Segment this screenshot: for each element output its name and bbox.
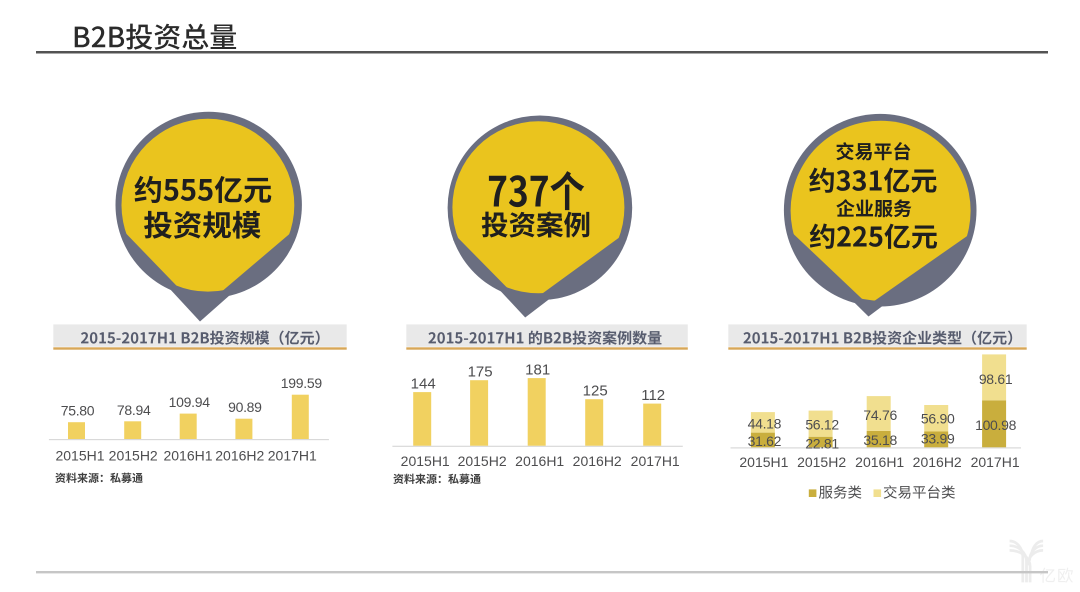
svg-text:2016H2: 2016H2 xyxy=(573,453,622,469)
svg-text:2016H1: 2016H1 xyxy=(515,453,564,469)
svg-text:2017H1: 2017H1 xyxy=(268,448,317,464)
svg-text:22.81: 22.81 xyxy=(805,436,839,452)
svg-text:125: 125 xyxy=(583,383,608,400)
svg-text:2016H2: 2016H2 xyxy=(215,448,264,464)
svg-text:33.99: 33.99 xyxy=(921,431,955,447)
svg-text:199.59: 199.59 xyxy=(281,375,323,391)
svg-text:56.90: 56.90 xyxy=(921,410,955,426)
svg-text:44.18: 44.18 xyxy=(748,415,782,431)
svg-text:2015H2: 2015H2 xyxy=(797,454,846,470)
svg-text:90.89: 90.89 xyxy=(228,399,262,415)
svg-text:2016H2: 2016H2 xyxy=(913,454,962,470)
svg-text:74.76: 74.76 xyxy=(863,407,897,423)
svg-text:2015H1: 2015H1 xyxy=(739,454,788,470)
svg-text:112: 112 xyxy=(641,387,665,404)
svg-text:144: 144 xyxy=(411,376,436,393)
svg-text:109.94: 109.94 xyxy=(169,394,211,410)
svg-text:2017H1: 2017H1 xyxy=(971,454,1020,470)
svg-text:56.12: 56.12 xyxy=(805,416,839,432)
svg-text:31.62: 31.62 xyxy=(748,433,782,449)
svg-text:35.18: 35.18 xyxy=(863,432,897,448)
svg-text:2015H1: 2015H1 xyxy=(401,453,450,469)
svg-text:2015H1: 2015H1 xyxy=(55,448,104,464)
svg-text:181: 181 xyxy=(525,362,550,379)
svg-text:175: 175 xyxy=(468,364,493,381)
svg-text:98.61: 98.61 xyxy=(979,371,1013,387)
svg-text:2016H1: 2016H1 xyxy=(163,448,212,464)
svg-text:78.94: 78.94 xyxy=(117,402,151,418)
svg-text:100.98: 100.98 xyxy=(975,417,1017,433)
svg-text:75.80: 75.80 xyxy=(61,403,95,419)
svg-text:2017H1: 2017H1 xyxy=(631,453,680,469)
svg-text:2016H1: 2016H1 xyxy=(855,454,904,470)
svg-text:2015H2: 2015H2 xyxy=(458,453,507,469)
svg-text:2015H2: 2015H2 xyxy=(109,448,158,464)
